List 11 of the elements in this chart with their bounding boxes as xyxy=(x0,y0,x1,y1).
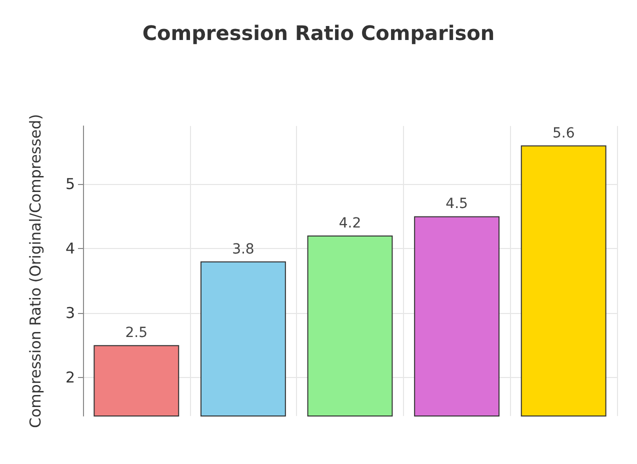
data-label: 2.5 xyxy=(125,325,148,342)
data-label: 4.2 xyxy=(338,216,362,232)
y-axis-title: Compression Ratio (Original/Compressed) xyxy=(26,114,44,428)
y-tick-label: 2 xyxy=(65,368,75,386)
data-label: 4.5 xyxy=(446,196,468,212)
data-label: 3.8 xyxy=(232,241,254,258)
y-tick-label: 5 xyxy=(65,175,75,193)
y-tick-label: 3 xyxy=(65,304,75,322)
data-label: 5.6 xyxy=(552,125,575,142)
chart-title: Compression Ratio Comparison xyxy=(142,21,495,45)
y-tick-label: 4 xyxy=(65,239,75,258)
